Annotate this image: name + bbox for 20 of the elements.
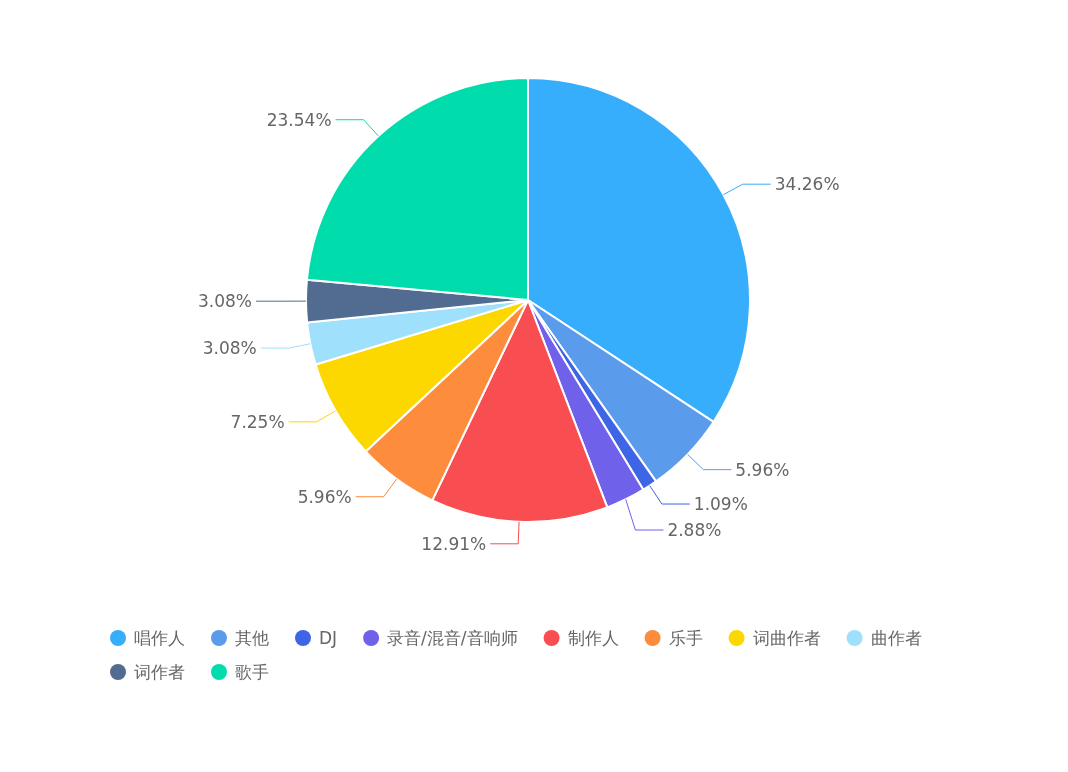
legend-label: 词曲作者 [752,628,821,648]
legend-label: 乐手 [668,628,703,648]
data-label: 3.08% [202,338,257,359]
legend-label: 歌手 [235,662,269,682]
data-label: 5.96% [297,486,352,507]
data-label: 1.09% [693,494,748,515]
legend-label: 曲作者 [870,628,922,648]
data-label: 7.25% [230,411,285,432]
data-label: 23.54% [266,109,332,130]
legend-label: 制作人 [567,628,619,648]
legend-label: 唱作人 [134,628,185,648]
legend-label: 录音/混音/音响师 [387,628,518,648]
legend-label: DJ [319,628,338,648]
data-label: 3.08% [197,291,252,312]
data-label: 2.88% [667,520,722,541]
data-label: 12.91% [421,533,487,554]
legend-label: 其他 [235,628,269,648]
legend-label: 词作者 [134,662,185,682]
data-label: 5.96% [735,459,790,480]
data-label: 34.26% [774,174,840,195]
